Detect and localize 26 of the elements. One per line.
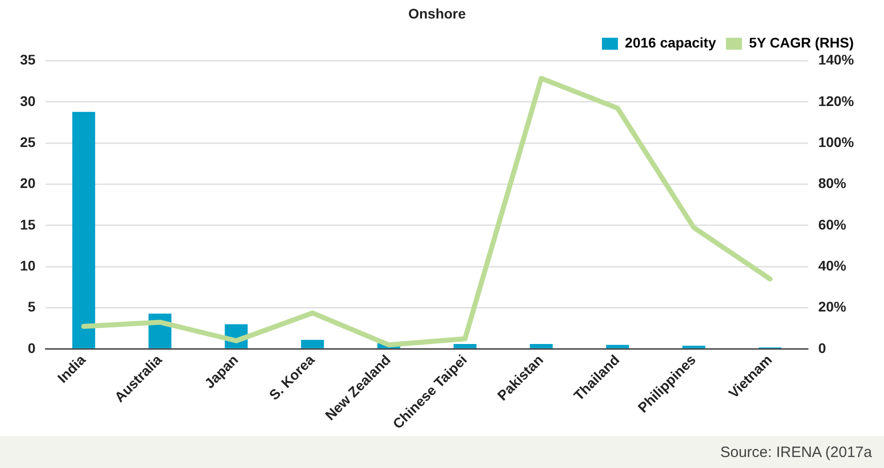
- y2-tick-label: 40%: [818, 258, 847, 274]
- y-tick-label: 5: [28, 298, 36, 315]
- bar: [454, 344, 476, 348]
- chart-title: Onshore: [408, 5, 466, 22]
- y2-tick-label: 120%: [818, 92, 855, 109]
- y-tick-label: 30: [20, 92, 36, 109]
- bar: [682, 346, 706, 348]
- bar: [530, 344, 553, 348]
- y-tick-label: 15: [20, 216, 36, 232]
- bar: [606, 344, 629, 348]
- legend-label: 2016 capacity: [624, 34, 716, 51]
- y-tick-label: 35: [20, 52, 36, 68]
- y2-tick-label: 100%: [818, 134, 855, 150]
- y2-tick-label: 80%: [818, 175, 847, 192]
- y-tick-label: 0: [28, 340, 36, 356]
- source-note: Source: IRENA (2017a: [720, 444, 872, 460]
- bar: [301, 340, 324, 348]
- y-tick-label: 25: [20, 134, 36, 150]
- bar: [72, 112, 96, 348]
- legend-label: 5Y CAGR (RHS): [748, 34, 854, 51]
- y-tick-label: 20: [20, 175, 36, 192]
- y-tick-label: 10: [20, 258, 36, 274]
- y2-tick-label: 140%: [818, 52, 855, 68]
- y2-tick-label: 20%: [818, 298, 847, 315]
- y2-tick-label: 0: [818, 340, 826, 356]
- y2-tick-label: 60%: [818, 216, 847, 232]
